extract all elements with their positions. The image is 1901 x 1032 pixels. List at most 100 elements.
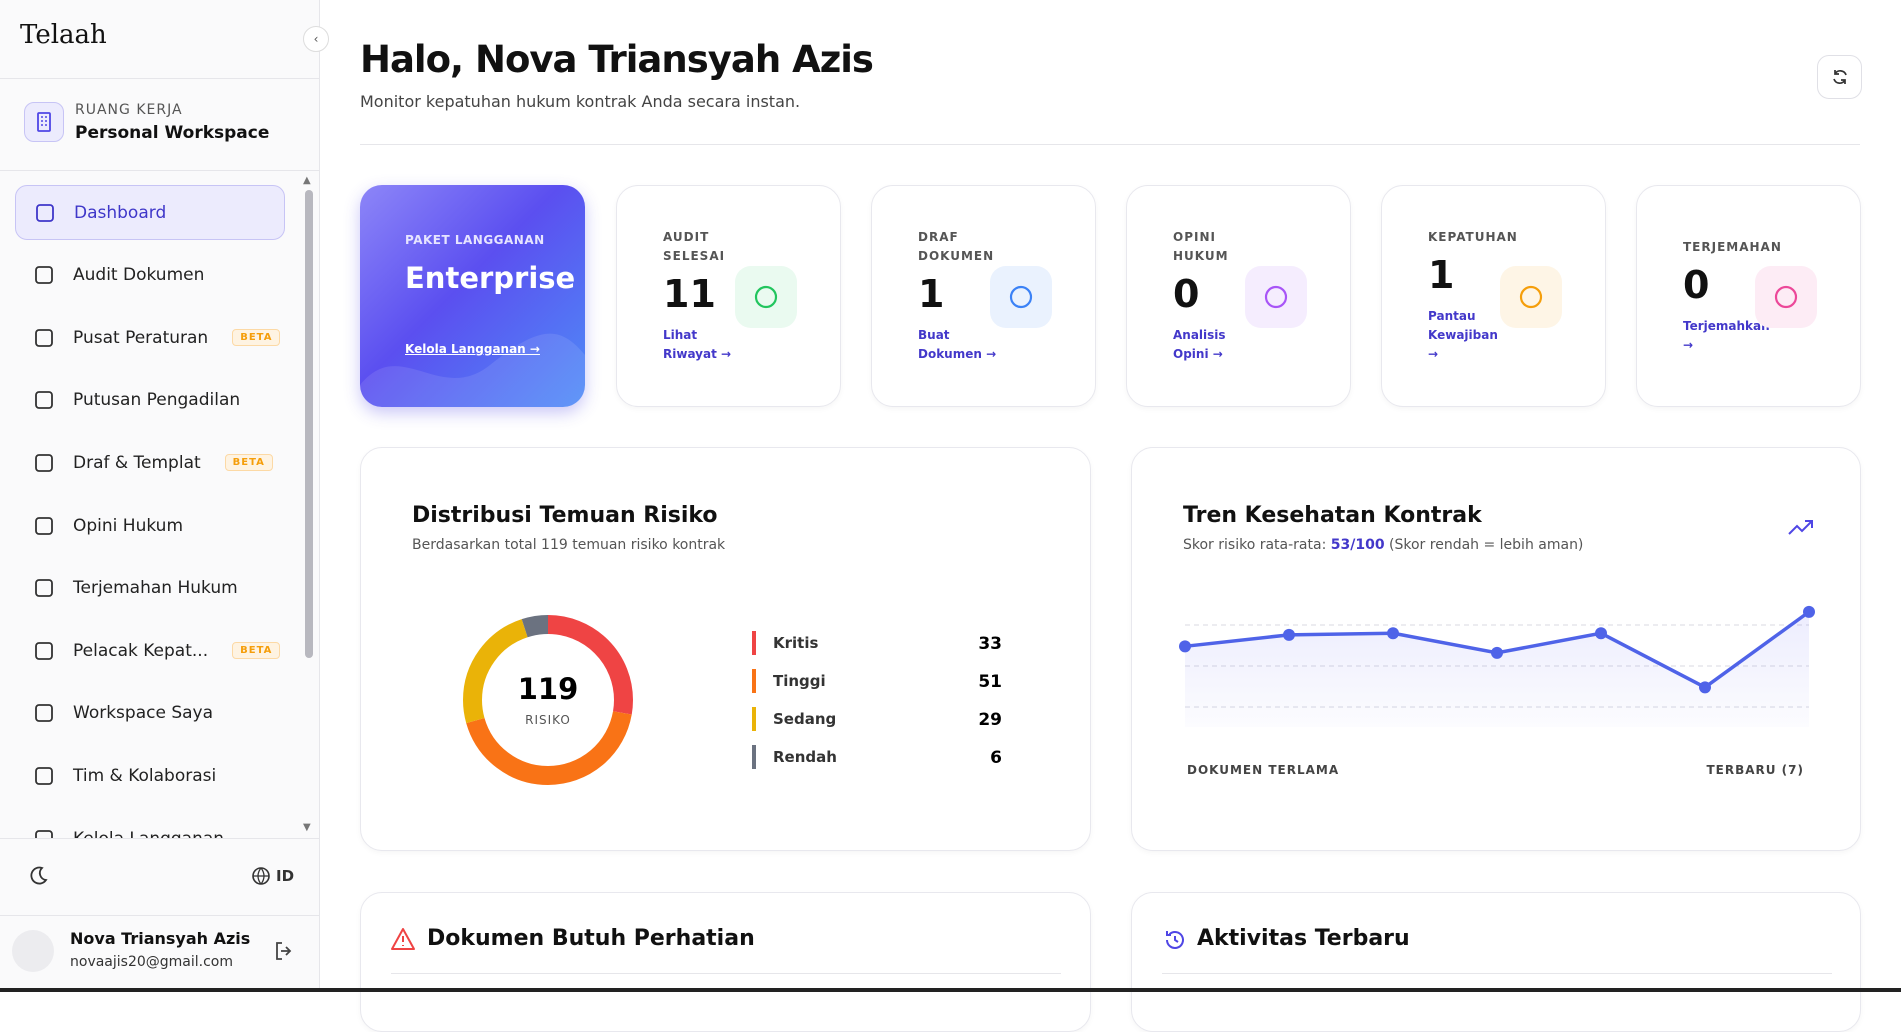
divider: [0, 838, 320, 839]
legend-swatch: [752, 669, 756, 693]
legend-value: 51: [978, 672, 1002, 692]
legend-value: 6: [990, 748, 1002, 768]
theme-toggle[interactable]: [26, 864, 50, 888]
nav-label: Opini Hukum: [73, 515, 184, 536]
nav-label: Audit Dokumen: [73, 265, 205, 286]
avatar: [12, 930, 54, 972]
stat-value: 0: [1683, 262, 1710, 307]
divider: [360, 144, 1860, 145]
donut-segment: [463, 615, 633, 785]
legend-swatch: [752, 631, 756, 655]
icon-shape: [1264, 285, 1288, 309]
nav-item[interactable]: Draf & Templat BETA: [15, 435, 285, 490]
nav-item[interactable]: Opini Hukum: [15, 498, 285, 553]
divider: [391, 973, 1061, 974]
nav-label: Draf & Templat: [73, 452, 201, 473]
card-subtitle: Skor risiko rata-rata: 53/100 (Skor rend…: [1183, 537, 1583, 553]
legend-swatch: [752, 745, 756, 769]
icon-shape: [35, 829, 53, 838]
stat-link[interactable]: Buat Dokumen →: [918, 328, 997, 361]
nav-icon: [35, 579, 53, 597]
icon-shape: [35, 579, 53, 597]
scroll-up[interactable]: ▲: [303, 175, 311, 186]
line-point: [1803, 605, 1815, 618]
stat-link[interactable]: Lihat Riwayat →: [663, 328, 732, 361]
nav-list: Dashboard Audit Dokumen Pusat Peraturan BET…: [0, 171, 300, 838]
stat-card: OPINI HUKUM 0 Analisis Opini →: [1126, 185, 1351, 407]
nav-item[interactable]: Tim & Kolaborasi: [15, 748, 285, 803]
page-title: Halo, Nova Triansyah Azis: [360, 38, 874, 81]
nav-label: Terjemahan Hukum: [73, 578, 238, 599]
stat-card: KEPATUHAN 1 Pantau Kewajiban →: [1381, 185, 1606, 407]
stat-link[interactable]: Terjemahkan →: [1683, 318, 1770, 352]
stat-icon: [1245, 266, 1307, 328]
nav-icon: [36, 203, 54, 222]
user-name: Nova Triansyah Azis: [70, 929, 251, 948]
icon-shape: [1774, 285, 1798, 309]
card-title: Dokumen Butuh Perhatian: [427, 926, 755, 951]
nav-item[interactable]: Dashboard: [15, 185, 285, 240]
stat-link[interactable]: Pantau Kewajiban →: [1428, 309, 1498, 361]
nav-item[interactable]: Audit Dokumen: [15, 248, 285, 303]
globe-icon: [252, 867, 270, 885]
stat-card: DRAF DOKUMEN 1 Buat Dokumen →: [871, 185, 1096, 407]
nav-item[interactable]: Pelacak Kepat... BETA: [15, 623, 285, 678]
subtitle-prefix: Skor risiko rata-rata:: [1183, 537, 1327, 553]
stat-label: DRAF DOKUMEN: [918, 230, 995, 263]
activity-card: Aktivitas Terbaru: [1131, 892, 1861, 1032]
scrollbar[interactable]: [305, 190, 313, 658]
icon-glyph: [1009, 285, 1033, 309]
nav-icon: [35, 704, 53, 723]
nav-icon: [35, 641, 53, 660]
user-email: novaajis20@gmail.com: [70, 954, 234, 970]
workspace-icon: [24, 102, 64, 142]
logout-button[interactable]: [272, 939, 296, 963]
nav-badge: BETA: [232, 329, 281, 347]
card-title: Tren Kesehatan Kontrak: [1183, 503, 1482, 528]
x-start-label: DOKUMEN TERLAMA: [1187, 763, 1339, 777]
icon-shape: [35, 641, 53, 660]
icon-shape: [35, 704, 53, 723]
divider: [0, 170, 320, 171]
donut-total: 119: [518, 672, 579, 706]
nav-item[interactable]: Putusan Pengadilan: [15, 373, 285, 428]
stat-label: OPINI HUKUM: [1173, 230, 1229, 263]
card-title: Distribusi Temuan Risiko: [412, 503, 718, 528]
refresh-button[interactable]: [1817, 55, 1862, 99]
divider: [0, 915, 320, 916]
nav-item[interactable]: Kelola Langganan: [15, 811, 285, 838]
line-point: [1387, 627, 1399, 640]
nav-label: Pusat Peraturan: [73, 327, 209, 348]
stat-value: 1: [918, 272, 945, 316]
legend-value: 33: [978, 634, 1002, 654]
stat-link[interactable]: Analisis Opini →: [1173, 328, 1226, 361]
card-title: Aktivitas Terbaru: [1197, 926, 1410, 951]
donut-center-label: RISIKO: [525, 713, 571, 727]
plan-link[interactable]: Kelola Langganan →: [405, 342, 540, 356]
stat-icon: [990, 266, 1052, 328]
nav-label: Tim & Kolaborasi: [73, 765, 217, 786]
legend-label: Rendah: [773, 748, 837, 766]
x-end-label: TERBARU (7): [1706, 763, 1804, 777]
donut-segment: [463, 615, 633, 785]
nav-item[interactable]: Terjemahan Hukum: [15, 561, 285, 616]
icon-shape: [754, 285, 778, 309]
language[interactable]: ID: [276, 867, 295, 885]
workspace-name[interactable]: Personal Workspace: [75, 123, 270, 143]
scroll-down[interactable]: ▼: [303, 822, 311, 833]
stat-icon: [735, 266, 797, 328]
plan-card: PAKET LANGGANAN Enterprise Kelola Langga…: [360, 185, 585, 407]
stat-value: 0: [1173, 272, 1200, 316]
line-area: [1185, 611, 1809, 727]
nav-icon: [35, 829, 53, 838]
plan-label: PAKET LANGGANAN: [405, 233, 545, 247]
divider: [1162, 973, 1832, 974]
nav-item[interactable]: Workspace Saya: [15, 686, 285, 741]
nav-item[interactable]: Pusat Peraturan BETA: [15, 310, 285, 365]
collapse-button[interactable]: ‹: [303, 26, 329, 52]
stat-label: AUDIT SELESAI: [663, 230, 726, 263]
workspace-label: RUANG KERJA: [75, 102, 183, 118]
icon-glyph: [1774, 285, 1798, 309]
icon-shape: [35, 266, 53, 284]
